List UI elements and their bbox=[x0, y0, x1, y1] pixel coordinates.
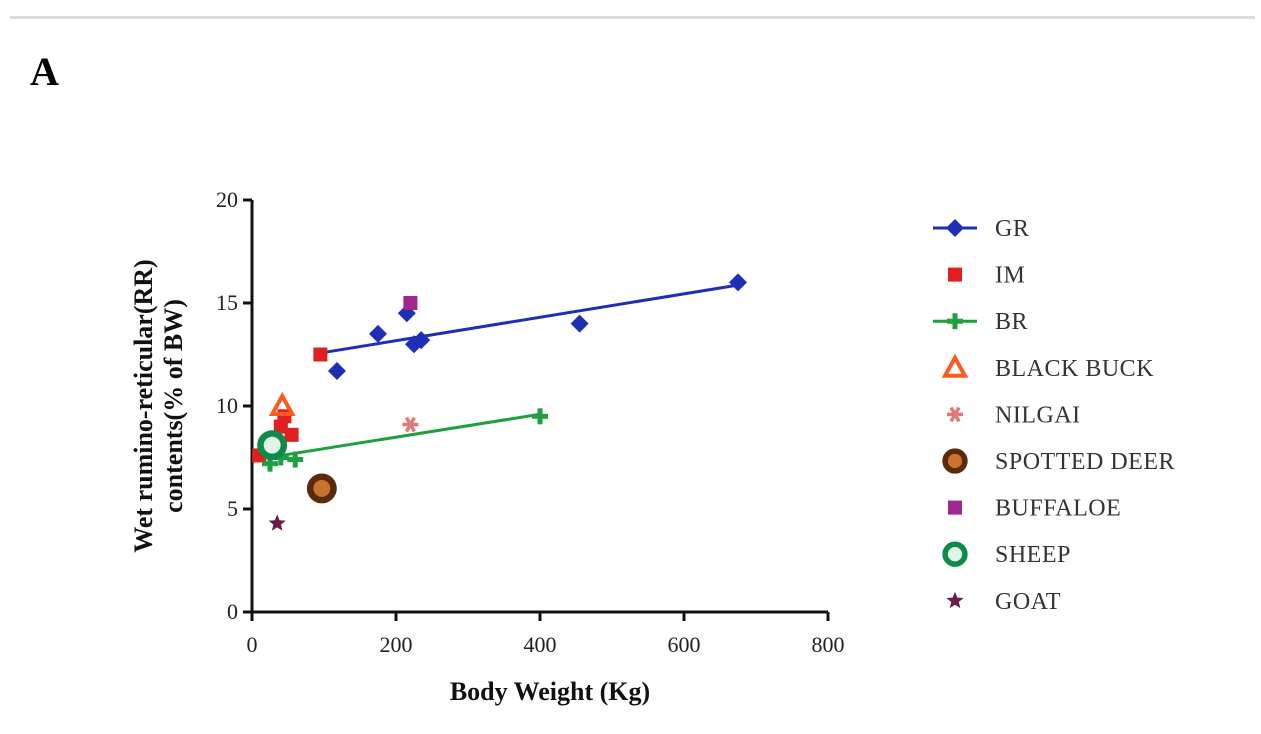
legend-item-goat: GOAT bbox=[946, 589, 1061, 615]
legend-marker bbox=[946, 219, 964, 237]
legend-marker bbox=[941, 353, 969, 378]
legend-marker bbox=[947, 406, 963, 423]
y-tick-label: 5 bbox=[227, 496, 238, 521]
x-tick-label: 800 bbox=[812, 632, 845, 657]
point-im bbox=[313, 347, 328, 362]
y-axis-title-line: contents(% of BW) bbox=[159, 299, 188, 513]
legend-label: BUFFALOE bbox=[995, 496, 1121, 522]
legend-item-spotted-deer: SPOTTED DEER bbox=[942, 448, 1175, 475]
legend-item-buffaloe: BUFFALOE bbox=[948, 496, 1121, 522]
x-tick-label: 400 bbox=[524, 632, 557, 657]
legend-marker bbox=[942, 448, 968, 474]
point-goat bbox=[268, 514, 286, 531]
legend-label: BLACK BUCK bbox=[995, 356, 1154, 382]
legend-item-sheep: SHEEP bbox=[942, 541, 1071, 568]
point-br bbox=[287, 451, 304, 468]
legend-marker bbox=[942, 541, 968, 567]
legend-marker bbox=[948, 267, 962, 282]
legend-item-black-buck: BLACK BUCK bbox=[941, 353, 1154, 382]
legend-label: GOAT bbox=[995, 589, 1061, 615]
point-black-buck bbox=[268, 391, 296, 416]
legend: GR IM BR BLACK BUCK NILGAI SPOTTED DEER BUFFAL… bbox=[933, 216, 1175, 615]
legend-marker bbox=[948, 500, 962, 515]
x-tick-label: 600 bbox=[668, 632, 701, 657]
legend-label: SHEEP bbox=[995, 542, 1071, 568]
point-buffaloe bbox=[403, 296, 418, 310]
point-gr bbox=[729, 273, 747, 292]
y-axis-title-line: Wet rumino-reticular(RR) bbox=[129, 259, 158, 552]
y-tick-label: 20 bbox=[216, 187, 238, 212]
panel-label: A bbox=[30, 49, 59, 94]
point-br bbox=[272, 449, 289, 466]
legend-item-gr: GR bbox=[933, 216, 1029, 242]
top-divider bbox=[10, 16, 1255, 19]
point-spotted-deer bbox=[306, 473, 337, 504]
point-br bbox=[262, 455, 278, 472]
point-br bbox=[532, 408, 548, 425]
x-tick-label: 200 bbox=[380, 632, 413, 657]
y-tick-label: 10 bbox=[216, 393, 238, 418]
y-tick-label: 15 bbox=[216, 290, 238, 315]
data-points bbox=[252, 273, 747, 531]
y-axis-title: Wet rumino-reticular(RR) contents(% of BW… bbox=[129, 259, 188, 552]
point-gr bbox=[327, 361, 346, 380]
legend-label: SPOTTED DEER bbox=[995, 449, 1175, 475]
fit-line-gr bbox=[323, 282, 742, 354]
x-tick-label: 0 bbox=[247, 632, 258, 657]
legend-marker bbox=[947, 313, 963, 330]
point-sheep bbox=[257, 430, 288, 461]
point-gr bbox=[412, 331, 431, 350]
legend-label: BR bbox=[995, 309, 1028, 335]
legend-label: GR bbox=[995, 216, 1029, 242]
y-tick-label: 0 bbox=[227, 599, 238, 624]
fit-lines bbox=[255, 282, 742, 462]
legend-item-br: BR bbox=[933, 309, 1028, 335]
legend-marker bbox=[946, 591, 964, 609]
point-im bbox=[284, 427, 299, 442]
legend-item-im: IM bbox=[948, 263, 1025, 289]
legend-item-nilgai: NILGAI bbox=[947, 402, 1081, 428]
point-gr bbox=[369, 324, 387, 343]
point-gr bbox=[570, 314, 589, 333]
legend-label: NILGAI bbox=[995, 402, 1081, 428]
fit-line-br bbox=[255, 412, 541, 462]
point-nilgai bbox=[402, 416, 419, 433]
legend-label: IM bbox=[995, 263, 1025, 289]
x-axis-title: Body Weight (Kg) bbox=[450, 677, 650, 706]
